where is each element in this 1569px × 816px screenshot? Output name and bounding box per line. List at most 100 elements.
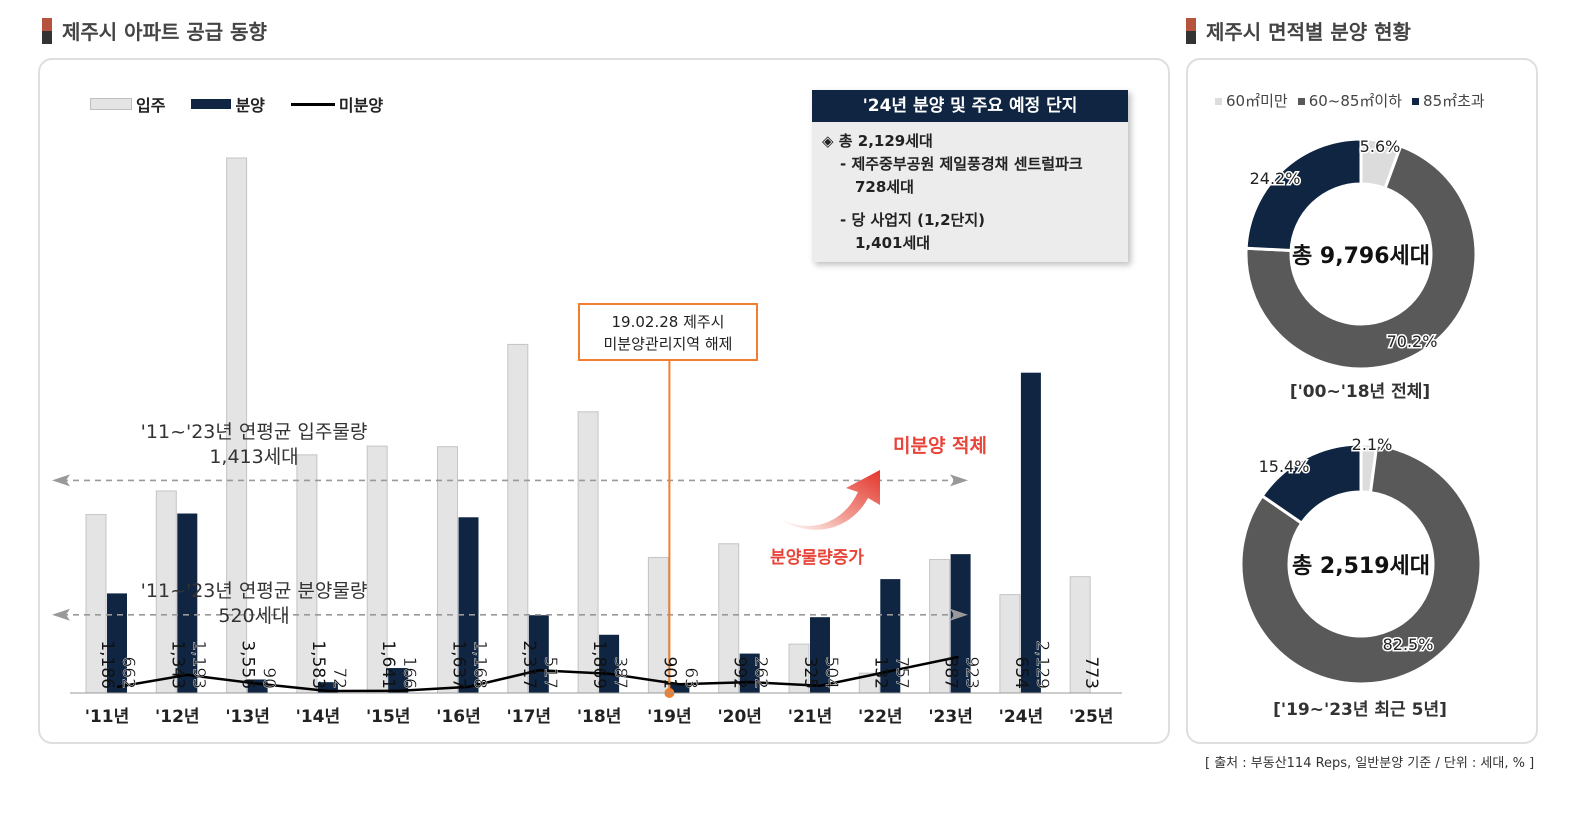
sales-value-label: 72 <box>329 667 349 689</box>
sales-bar <box>458 517 479 693</box>
donut-legend-item-mid: 60~85㎡이하 <box>1297 90 1402 111</box>
sales-value-label: 1,193 <box>188 640 208 689</box>
avg-sales-label-1: '11~'23년 연평균 분양물량 <box>141 580 368 602</box>
sales-value-label: 387 <box>610 657 630 689</box>
x-tick-label: '14년 <box>296 707 341 727</box>
x-tick-label: '16년 <box>436 707 481 727</box>
source-note: [ 출처 : 부동산114 Reps, 일반분양 기준 / 단위 : 세대, %… <box>1205 756 1535 771</box>
legend-unsold-label: 미분양 <box>338 96 384 115</box>
avg-move-in-label-1: '11~'23년 연평균 입주물량 <box>141 421 368 443</box>
reference-line-left-arrow-icon <box>52 608 70 621</box>
move-in-value-label: 3,556 <box>238 640 258 689</box>
sales-value-label: 923 <box>962 657 982 689</box>
x-tick-label: '23년 <box>928 707 973 727</box>
donut-legend-item-small: 60㎡미만 <box>1215 90 1288 111</box>
right-section-title: 제주시 면적별 분양 현황 <box>1186 16 1411 45</box>
sales-value-label: 757 <box>891 657 911 689</box>
move-in-value-label: 1,641 <box>378 640 398 689</box>
sales-value-label: 1,168 <box>470 640 490 689</box>
sales-bar <box>177 513 198 693</box>
sales-bar <box>599 634 620 693</box>
move-in-value-label: 1,583 <box>308 640 328 689</box>
x-tick-label: '12년 <box>155 707 200 727</box>
sales-increase-label: 분양물량증가 <box>770 548 864 568</box>
legend-unsold: 미분양 <box>290 92 384 116</box>
title-mark-icon <box>42 17 52 44</box>
sales-bar <box>388 668 409 693</box>
donut-legend: 60㎡미만 60~85㎡이하 85㎡초과 <box>1215 90 1485 111</box>
info-box-header: '24년 분양 및 주요 예정 단지 <box>812 90 1128 122</box>
move-in-value-label: 132 <box>870 657 890 689</box>
sales-bar <box>880 579 901 693</box>
sales-bar <box>317 682 338 693</box>
x-tick-label: '24년 <box>999 707 1044 727</box>
avg-move-in-label-2: 1,413세대 <box>209 446 298 468</box>
reference-line-left-arrow-icon <box>52 474 70 487</box>
legend-unsold-swatch <box>290 102 335 106</box>
x-tick-label: '11년 <box>85 707 130 727</box>
deregulation-callout: 19.02.28 제주시 미분양관리지역 해제 <box>578 303 758 361</box>
info-box: '24년 분양 및 주요 예정 단지 ◈ 총 2,129세대 - 제주중부공원 … <box>812 90 1128 262</box>
x-tick-label: '25년 <box>1069 707 1114 727</box>
x-tick-label: '15년 <box>366 707 411 727</box>
donut-legend-small-swatch <box>1215 98 1222 105</box>
sales-value-label: 262 <box>751 657 771 689</box>
donut2-caption: ['19~'23년 최근 5년] <box>1273 700 1447 720</box>
info-box-item1-units: 728세대 <box>855 178 914 196</box>
donut-legend-mid-swatch <box>1297 98 1305 105</box>
move-in-value-label: 887 <box>941 657 961 689</box>
info-box-item2-units: 1,401세대 <box>855 234 931 252</box>
info-box-item1-name: - 제주중부공원 제일풍경채 센트럴파크 <box>840 155 1083 173</box>
x-tick-label: '17년 <box>507 707 552 727</box>
sales-value-label: 662 <box>118 657 138 689</box>
x-tick-label: '19년 <box>647 707 692 727</box>
move-in-value-label: 1,343 <box>167 640 187 689</box>
unsold-backlog-label: 미분양 적체 <box>893 435 987 457</box>
sales-value-label: 90 <box>259 667 279 689</box>
sales-value-label: 63 <box>680 667 700 689</box>
sales-value-label: 517 <box>540 657 560 689</box>
callout-line1: 19.02.28 제주시 <box>611 313 725 331</box>
legend-sales: 분양 <box>191 92 265 116</box>
x-tick-label: '22년 <box>858 707 903 727</box>
unsold-line <box>116 655 959 693</box>
move-in-value-label: 773 <box>1081 657 1101 689</box>
title-mark-icon <box>1186 17 1196 44</box>
sales-bar <box>1020 372 1041 693</box>
info-box-total: ◈ 총 2,129세대 <box>822 132 933 150</box>
move-in-value-label: 2,317 <box>519 640 539 689</box>
move-in-value-label: 1,186 <box>97 640 117 689</box>
move-in-value-label: 1,637 <box>449 640 469 689</box>
x-tick-label: '13년 <box>225 707 270 727</box>
donut-legend-item-large: 85㎡초과 <box>1412 90 1485 111</box>
sales-bar <box>107 593 127 693</box>
left-title-text: 제주시 아파트 공급 동향 <box>62 20 267 44</box>
legend-move-in-label: 입주 <box>136 96 166 115</box>
donut1-caption: ['00~'18년 전체] <box>1289 382 1431 402</box>
reference-line-right-arrow-icon <box>950 474 968 487</box>
sales-bar <box>810 617 830 693</box>
chart-legend: 입주 분양 미분양 <box>90 92 383 116</box>
legend-move-in: 입주 <box>90 92 165 116</box>
move-in-value-label: 325 <box>800 657 820 689</box>
info-box-item2-name: - 당 사업지 (1,2단지) <box>840 211 985 229</box>
left-section-title: 제주시 아파트 공급 동향 <box>42 16 267 45</box>
legend-sales-label: 분양 <box>235 96 265 115</box>
sales-value-label: 166 <box>399 657 419 689</box>
move-in-value-label: 1,869 <box>589 640 609 689</box>
callout-line2: 미분양관리지역 해제 <box>603 335 733 353</box>
move-in-value-label: 992 <box>730 657 750 689</box>
x-tick-label: '20년 <box>717 707 762 727</box>
move-in-value-label: 654 <box>1011 657 1031 689</box>
right-title-text: 제주시 면적별 분양 현황 <box>1206 20 1411 44</box>
x-tick-label: '18년 <box>577 707 622 727</box>
x-tick-label: '21년 <box>788 707 833 727</box>
legend-move-in-swatch <box>90 98 132 110</box>
donut-legend-large-swatch <box>1412 98 1420 105</box>
sales-value-label: 2,129 <box>1032 640 1052 689</box>
donut-legend-large-label: 85㎡초과 <box>1423 92 1485 110</box>
avg-sales-label-2: 520세대 <box>218 605 289 627</box>
unsold-increase-arrow-icon <box>782 470 880 530</box>
legend-sales-swatch <box>191 99 232 109</box>
